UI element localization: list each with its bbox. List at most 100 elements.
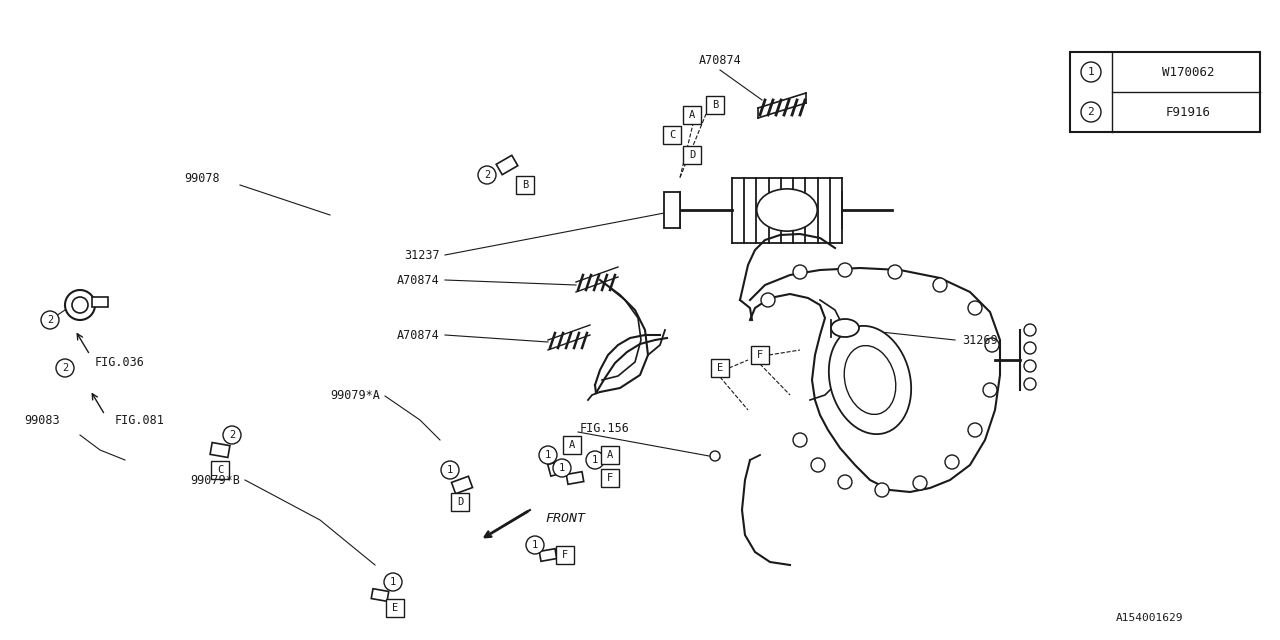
Text: FIG.036: FIG.036 [95,355,145,369]
Text: 99079*A: 99079*A [330,388,380,401]
Bar [707,96,724,114]
Text: 1: 1 [559,463,566,473]
Text: A70874: A70874 [397,328,440,342]
Text: A: A [689,110,695,120]
Bar [451,493,468,511]
Ellipse shape [831,319,859,337]
Circle shape [1024,360,1036,372]
Circle shape [553,459,571,477]
Circle shape [1024,324,1036,336]
Circle shape [968,301,982,315]
Bar [563,436,581,454]
Text: 1: 1 [390,577,396,587]
Text: D: D [689,150,695,160]
Bar [211,461,229,479]
Text: 1: 1 [1088,67,1094,77]
Circle shape [1082,62,1101,82]
Text: A70874: A70874 [397,273,440,287]
Circle shape [477,166,497,184]
Bar [92,297,108,307]
Circle shape [223,426,241,444]
Text: A154001629: A154001629 [1116,613,1184,623]
Bar [497,156,518,175]
Circle shape [586,451,604,469]
Text: A: A [568,440,575,450]
Circle shape [812,458,826,472]
Text: F: F [607,473,613,483]
Text: FRONT: FRONT [545,511,585,525]
Text: 1: 1 [545,450,552,460]
Bar [663,126,681,144]
Bar [684,146,701,164]
Circle shape [65,290,95,320]
Bar [602,446,620,464]
Ellipse shape [845,346,896,415]
Text: B: B [712,100,718,110]
Bar [684,106,701,124]
Bar [210,442,230,458]
Circle shape [762,293,774,307]
Text: W170062: W170062 [1162,65,1215,79]
Text: F: F [756,350,763,360]
Text: C: C [216,465,223,475]
Text: F: F [562,550,568,560]
Circle shape [888,265,902,279]
Circle shape [72,297,88,313]
Bar [452,476,472,493]
Circle shape [442,461,460,479]
Ellipse shape [756,189,817,231]
Circle shape [794,265,806,279]
Bar [556,546,573,564]
Text: 2: 2 [484,170,490,180]
Circle shape [526,536,544,554]
Text: F91916: F91916 [1166,106,1211,118]
Text: 99079*B: 99079*B [191,474,241,486]
Circle shape [384,573,402,591]
Text: 2: 2 [61,363,68,373]
Circle shape [794,433,806,447]
Circle shape [945,455,959,469]
Text: 99083: 99083 [24,413,60,426]
Circle shape [913,476,927,490]
Text: 2: 2 [47,315,54,325]
Circle shape [41,311,59,329]
Circle shape [968,423,982,437]
Text: 1: 1 [447,465,453,475]
Text: FIG.081: FIG.081 [115,413,165,426]
Text: 2: 2 [229,430,236,440]
Text: E: E [717,363,723,373]
Circle shape [983,383,997,397]
Text: 1: 1 [532,540,538,550]
Circle shape [986,338,998,352]
Bar [602,469,620,487]
Text: 31269: 31269 [963,333,997,346]
Circle shape [1082,102,1101,122]
Text: 31237: 31237 [404,248,440,262]
Circle shape [1024,342,1036,354]
Text: E: E [392,603,398,613]
Circle shape [838,475,852,489]
Circle shape [56,359,74,377]
Bar [387,599,404,617]
Circle shape [1024,378,1036,390]
Text: 2: 2 [1088,107,1094,117]
Text: C: C [669,130,675,140]
Bar [371,589,389,602]
Text: D: D [457,497,463,507]
Bar [1070,52,1260,132]
Text: 1: 1 [591,455,598,465]
Bar [539,548,557,561]
Circle shape [933,278,947,292]
Bar [710,359,730,377]
Ellipse shape [829,326,911,434]
Circle shape [710,451,721,461]
Text: B: B [522,180,529,190]
Bar [516,176,534,194]
Circle shape [876,483,890,497]
Circle shape [838,263,852,277]
Text: FIG.156: FIG.156 [580,422,630,435]
Circle shape [539,446,557,464]
Bar [751,346,769,364]
Bar [566,472,584,484]
Text: A: A [607,450,613,460]
